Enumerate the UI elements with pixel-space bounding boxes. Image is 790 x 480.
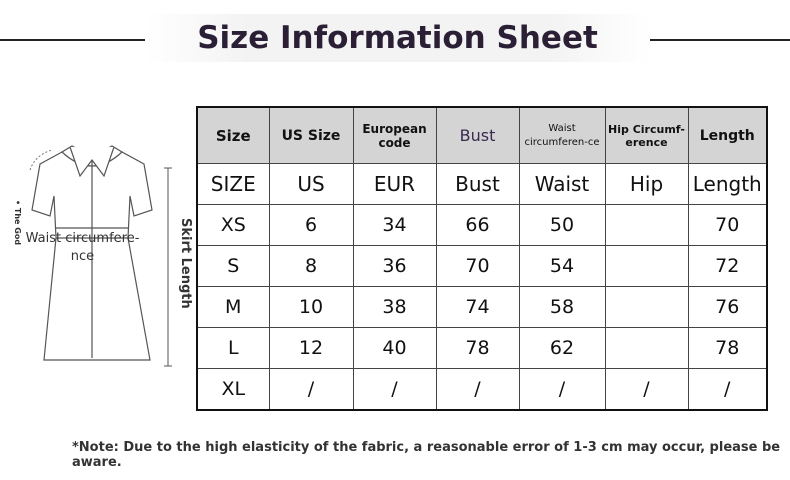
table-cell: 70 — [435, 245, 520, 287]
table-cell: XS — [196, 204, 270, 246]
column-header: Length — [687, 106, 768, 164]
waist-label: Waist circumfere-nce — [25, 231, 140, 264]
table-cell: / — [352, 368, 437, 411]
column-header: Bust — [435, 106, 520, 164]
dress — [31, 145, 153, 361]
dress-illustration: • The God Skirt Length — [13, 145, 193, 367]
arc — [29, 149, 53, 171]
column-header: Waist circumferen-ce — [518, 106, 606, 164]
table-cell: M — [196, 286, 270, 328]
column-header: US Size — [268, 106, 354, 164]
title-rule — [650, 39, 790, 41]
table-cell: 70 — [687, 204, 768, 246]
table-row: L 12 40 78 62 78 — [196, 327, 768, 369]
note: *Note: Due to the high elasticity of the… — [72, 440, 781, 470]
table-cell: 6 — [268, 204, 354, 246]
table-cell: 62 — [518, 327, 606, 369]
table-cell: Length — [687, 163, 768, 205]
table-cell: Waist — [518, 163, 606, 205]
table-cell: XL — [196, 368, 270, 411]
table-cell: 74 — [435, 286, 520, 328]
column-header: Size — [196, 106, 270, 164]
table-row: XL / / / / / / — [196, 368, 768, 411]
table-cell: SIZE — [196, 163, 270, 205]
table-cell: L — [196, 327, 270, 369]
table-cell: 12 — [268, 327, 354, 369]
table-cell: EUR — [352, 163, 437, 205]
table-cell: / — [687, 368, 768, 411]
table-cell: Hip — [604, 163, 689, 205]
title: Size Information Sheet — [145, 14, 650, 62]
table-cell: US — [268, 163, 354, 205]
title-rule — [0, 39, 145, 41]
table-cell: 50 — [518, 204, 606, 246]
table-cell: 10 — [268, 286, 354, 328]
table-cell: 78 — [435, 327, 520, 369]
size-table: Size US Size European code Bust Waist circum… — [196, 106, 768, 411]
column-header: European code — [352, 106, 437, 164]
table-cell: 58 — [518, 286, 606, 328]
table-cell — [604, 245, 689, 287]
table-cell: 76 — [687, 286, 768, 328]
table-cell: / — [604, 368, 689, 411]
table-cell: / — [435, 368, 520, 411]
table-cell: 38 — [352, 286, 437, 328]
table-row: S 8 36 70 54 72 — [196, 245, 768, 287]
table-cell: 34 — [352, 204, 437, 246]
length-label: Skirt Length — [178, 218, 193, 309]
header-row: Size US Size European code Bust Waist circum… — [196, 106, 768, 164]
table-cell: 54 — [518, 245, 606, 287]
table-cell: / — [268, 368, 354, 411]
side-label: • The God — [13, 200, 22, 245]
table-cell — [604, 327, 689, 369]
table-cell: 66 — [435, 204, 520, 246]
table-cell: 72 — [687, 245, 768, 287]
table-row: M 10 38 74 58 76 — [196, 286, 768, 328]
table-cell: Bust — [435, 163, 520, 205]
table-cell: / — [518, 368, 606, 411]
table-cell: 40 — [352, 327, 437, 369]
table-cell — [604, 286, 689, 328]
table-cell: 78 — [687, 327, 768, 369]
column-header: Hip Circumf-erence — [604, 106, 689, 164]
table-cell — [604, 204, 689, 246]
table-row: SIZE US EUR Bust Waist Hip Length — [196, 163, 768, 205]
table-cell: S — [196, 245, 270, 287]
table-cell: 36 — [352, 245, 437, 287]
table-cell: 8 — [268, 245, 354, 287]
table-row: XS 6 34 66 50 70 — [196, 204, 768, 246]
